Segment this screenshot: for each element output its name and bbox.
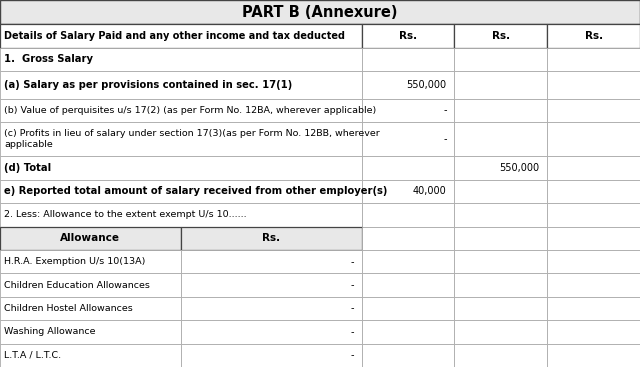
Text: 40,000: 40,000 [413,186,447,196]
Text: PART B (Annexure): PART B (Annexure) [243,5,397,20]
Bar [0,273,180,297]
Bar [547,122,640,156]
Bar [547,71,640,99]
Bar [547,24,640,48]
Text: L.T.A / L.T.C.: L.T.A / L.T.C. [4,351,61,360]
Bar [362,156,454,180]
Bar [0,156,362,180]
Text: -: - [444,134,447,144]
Bar [180,344,362,367]
Bar [547,250,640,273]
Text: 2. Less: Allowance to the extent exempt U/s 10......: 2. Less: Allowance to the extent exempt … [4,210,247,219]
Bar [454,297,547,320]
Text: 550,000: 550,000 [406,80,447,90]
Bar [547,99,640,122]
Bar [180,297,362,320]
Bar [0,24,362,48]
Text: Allowance: Allowance [60,233,120,243]
Bar [454,24,547,48]
Bar [362,344,454,367]
Text: -: - [351,350,354,360]
Bar [454,180,547,203]
Text: (b) Value of perquisites u/s 17(2) (as per Form No. 12BA, wherever applicable): (b) Value of perquisites u/s 17(2) (as p… [4,106,377,115]
Text: Washing Allowance: Washing Allowance [4,327,96,337]
Bar [454,122,547,156]
Bar [454,48,547,71]
Bar [362,297,454,320]
Bar [362,226,454,250]
Text: Rs.: Rs. [399,31,417,41]
Bar [180,250,362,273]
Text: Children Education Allowances: Children Education Allowances [4,281,150,290]
Bar [362,203,454,226]
Bar [547,156,640,180]
Bar [454,344,547,367]
Text: Rs.: Rs. [262,233,280,243]
Bar [362,180,454,203]
Bar [362,71,454,99]
Text: Rs.: Rs. [584,31,603,41]
Bar [454,320,547,344]
Text: Details of Salary Paid and any other income and tax deducted: Details of Salary Paid and any other inc… [4,31,346,41]
Text: -: - [351,257,354,267]
Bar [362,250,454,273]
Bar [0,180,362,203]
Text: H.R.A. Exemption U/s 10(13A): H.R.A. Exemption U/s 10(13A) [4,257,146,266]
Bar [0,226,180,250]
Bar [547,344,640,367]
Text: -: - [351,304,354,313]
Text: Children Hostel Allowances: Children Hostel Allowances [4,304,133,313]
Bar [0,320,180,344]
Bar [362,24,454,48]
Bar [0,344,180,367]
Bar [454,99,547,122]
Bar [0,250,180,273]
Bar [547,180,640,203]
Bar [362,99,454,122]
Bar [454,250,547,273]
Text: 550,000: 550,000 [499,163,540,173]
Bar [547,320,640,344]
Text: (a) Salary as per provisions contained in sec. 17(1): (a) Salary as per provisions contained i… [4,80,292,90]
Bar [547,297,640,320]
Bar [0,203,362,226]
Bar [454,273,547,297]
Bar [547,203,640,226]
Bar [0,297,180,320]
Bar [180,226,362,250]
Text: Rs.: Rs. [492,31,510,41]
Text: 1.  Gross Salary: 1. Gross Salary [4,54,93,65]
Bar [547,273,640,297]
Bar [0,71,362,99]
Bar [0,99,362,122]
Bar [362,273,454,297]
Bar [362,320,454,344]
Text: -: - [351,280,354,290]
Bar [454,71,547,99]
Text: (d) Total: (d) Total [4,163,52,173]
Bar [454,156,547,180]
Bar [362,48,454,71]
Bar [180,273,362,297]
Bar [0,0,640,24]
Bar [547,48,640,71]
Bar [454,203,547,226]
Bar [362,122,454,156]
Bar [454,226,547,250]
Text: e) Reported total amount of salary received from other employer(s): e) Reported total amount of salary recei… [4,186,388,196]
Bar [0,48,362,71]
Text: (c) Profits in lieu of salary under section 17(3)(as per Form No. 12BB, wherever: (c) Profits in lieu of salary under sect… [4,129,380,149]
Bar [0,122,362,156]
Bar [547,226,640,250]
Text: -: - [444,106,447,116]
Text: -: - [351,327,354,337]
Bar [180,320,362,344]
